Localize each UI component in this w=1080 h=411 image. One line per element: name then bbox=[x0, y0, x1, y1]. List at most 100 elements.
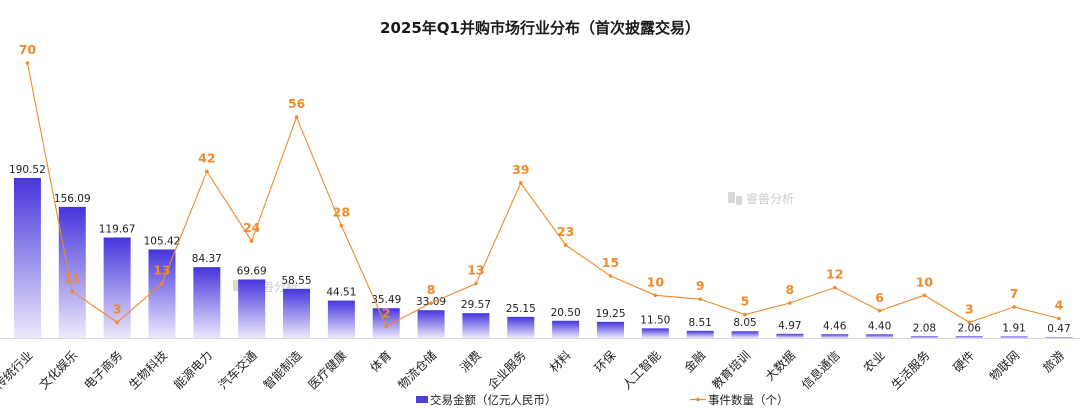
x-tick-24: 旅游 bbox=[1040, 348, 1067, 375]
line-point-24 bbox=[1057, 316, 1061, 321]
line-point-23 bbox=[1012, 305, 1016, 309]
line-point-5 bbox=[205, 169, 209, 174]
bar-1 bbox=[13, 177, 41, 338]
count-label-14: 15 bbox=[602, 255, 619, 270]
count-label-20: 6 bbox=[875, 290, 884, 305]
count-label-12: 39 bbox=[512, 162, 529, 177]
line-point-13 bbox=[563, 243, 568, 247]
count-label-6: 24 bbox=[243, 220, 261, 235]
x-tick-18: 大数据 bbox=[762, 348, 798, 384]
x-tick-22: 硬件 bbox=[951, 348, 978, 375]
count-label-23: 7 bbox=[1010, 286, 1019, 301]
bar-label-2: 156.09 bbox=[54, 193, 91, 205]
line-point-2 bbox=[70, 289, 75, 294]
bar-21 bbox=[910, 336, 938, 338]
bar-12 bbox=[507, 316, 535, 338]
bar-20 bbox=[866, 334, 894, 338]
count-label-16: 9 bbox=[696, 278, 705, 293]
watermark-text-1: 睿兽分析 bbox=[746, 191, 794, 206]
x-tick-14: 环保 bbox=[592, 348, 619, 375]
line-point-14 bbox=[608, 274, 613, 278]
count-label-2: 11 bbox=[64, 270, 81, 285]
bar-17 bbox=[731, 331, 759, 338]
count-label-7: 56 bbox=[288, 96, 306, 111]
count-label-17: 5 bbox=[741, 294, 750, 309]
x-tick-10: 物流仓储 bbox=[395, 348, 440, 393]
bar-2 bbox=[58, 206, 86, 338]
line-point-18 bbox=[788, 301, 792, 305]
line-point-21 bbox=[922, 293, 927, 298]
bar-14 bbox=[596, 321, 624, 338]
bar-label-17: 8.05 bbox=[733, 317, 756, 329]
x-tick-8: 医疗健康 bbox=[305, 348, 350, 393]
line-point-10 bbox=[429, 301, 433, 305]
count-label-1: 70 bbox=[19, 42, 37, 57]
line-point-1 bbox=[25, 61, 30, 65]
count-label-15: 10 bbox=[647, 274, 665, 289]
bar-10 bbox=[417, 310, 445, 338]
line-point-16 bbox=[698, 297, 702, 301]
count-label-11: 13 bbox=[467, 263, 484, 278]
count-label-4: 13 bbox=[153, 263, 170, 278]
line-point-15 bbox=[653, 293, 658, 298]
x-tick-labels: 传统行业 文化娱乐 电子商务 生物科技 能源电力 汽车交通 智能制造 医疗健康 体育 物流仓储 消费… bbox=[0, 348, 1067, 393]
bar-label-18: 4.97 bbox=[778, 320, 801, 332]
line-point-4 bbox=[160, 281, 164, 286]
bar-label-22: 2.06 bbox=[958, 322, 982, 334]
bar-label-19: 4.46 bbox=[823, 320, 847, 332]
x-tick-17: 教育培训 bbox=[709, 348, 754, 393]
bar-9 bbox=[372, 308, 400, 338]
x-tick-7: 智能制造 bbox=[260, 348, 305, 393]
bar-18 bbox=[776, 333, 804, 338]
count-label-19: 12 bbox=[826, 267, 843, 282]
count-label-3: 3 bbox=[113, 301, 122, 316]
count-label-21: 10 bbox=[916, 274, 934, 289]
bar-series bbox=[13, 177, 1073, 338]
legend-bar-swatch bbox=[416, 396, 428, 403]
bar-label-16: 8.51 bbox=[688, 317, 711, 329]
x-tick-11: 消费 bbox=[457, 348, 484, 375]
bar-label-12: 25.15 bbox=[506, 303, 536, 315]
bar-15 bbox=[641, 328, 669, 338]
bar-5 bbox=[193, 267, 221, 338]
legend-line-label: 事件数量（个） bbox=[708, 393, 789, 407]
x-tick-16: 金融 bbox=[681, 348, 709, 376]
x-tick-13: 材料 bbox=[547, 348, 574, 375]
bar-label-1: 190.52 bbox=[9, 164, 46, 176]
bar-23 bbox=[1000, 336, 1028, 338]
x-tick-19: 信息通信 bbox=[798, 348, 843, 393]
legend-bar-label: 交易金额（亿元人民币） bbox=[430, 393, 557, 407]
bar-label-13: 20.50 bbox=[551, 307, 581, 319]
bar-label-5: 84.37 bbox=[192, 253, 222, 265]
line-point-6 bbox=[249, 239, 254, 243]
line-point-19 bbox=[832, 285, 837, 290]
count-label-8: 28 bbox=[333, 205, 350, 220]
line-point-8 bbox=[339, 223, 344, 228]
count-label-5: 42 bbox=[198, 150, 215, 165]
bar-value-labels: 190.52 156.09 119.67 105.42 84.37 69.69 58.55 4… bbox=[9, 164, 1071, 335]
bar-11 bbox=[462, 313, 490, 338]
count-label-13: 23 bbox=[557, 224, 574, 239]
count-label-10: 8 bbox=[427, 282, 436, 297]
bar-6 bbox=[238, 279, 266, 338]
bar-7 bbox=[283, 288, 311, 338]
x-tick-9: 体育 bbox=[367, 348, 395, 376]
line-series bbox=[25, 61, 1061, 329]
bar-label-8: 44.51 bbox=[326, 287, 356, 299]
bar-4 bbox=[148, 249, 176, 338]
bar-19 bbox=[821, 334, 849, 338]
bar-16 bbox=[686, 330, 714, 338]
bar-label-9: 35.49 bbox=[371, 294, 401, 306]
line-point-9 bbox=[384, 324, 389, 329]
line-point-7 bbox=[294, 115, 299, 119]
bar-label-4: 105.42 bbox=[144, 235, 181, 247]
bar-label-15: 11.50 bbox=[640, 314, 670, 326]
count-label-24: 4 bbox=[1055, 298, 1064, 313]
count-label-9: 2 bbox=[382, 305, 391, 320]
x-tick-4: 生物科技 bbox=[126, 348, 170, 392]
bar-label-14: 19.25 bbox=[595, 308, 625, 320]
line-point-22 bbox=[967, 320, 972, 325]
x-tick-6: 汽车交通 bbox=[215, 348, 260, 393]
